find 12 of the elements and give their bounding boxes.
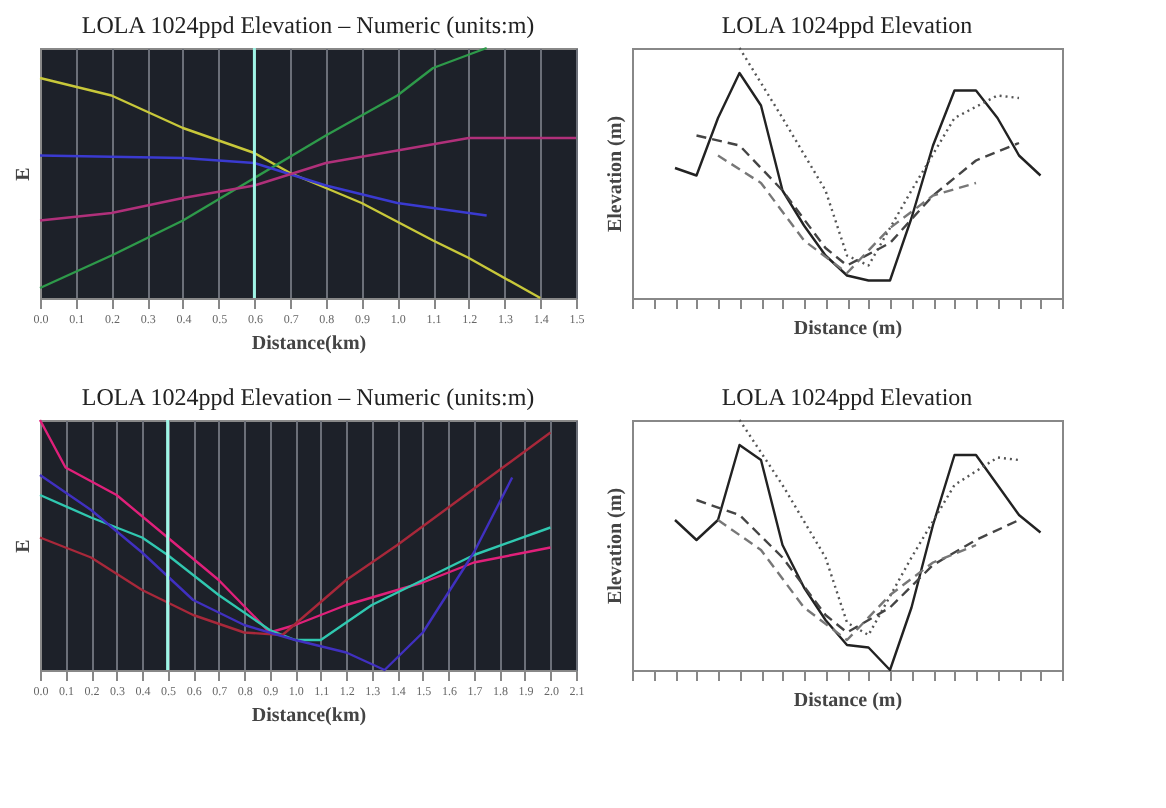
y-axis-title: E xyxy=(13,538,35,553)
x-axis-title: Distance(km) xyxy=(251,333,367,355)
y-axis-title: Elevation (m) xyxy=(605,115,627,233)
y-axis-title: E xyxy=(13,166,35,181)
chart-title: LOLA 1024ppd Elevation xyxy=(721,382,973,411)
chart-title: LOLA 1024ppd Elevation – Numeric (units:m) xyxy=(81,382,535,411)
chart-title: LOLA 1024ppd Elevation xyxy=(721,10,973,39)
y-axis-title: Elevation (m) xyxy=(605,487,627,605)
x-axis-title: Distance (m) xyxy=(793,318,903,340)
x-axis-title: Distance(km) xyxy=(251,705,367,727)
x-axis-title: Distance (m) xyxy=(793,690,903,712)
chart-title: LOLA 1024ppd Elevation – Numeric (units:m) xyxy=(81,10,535,39)
